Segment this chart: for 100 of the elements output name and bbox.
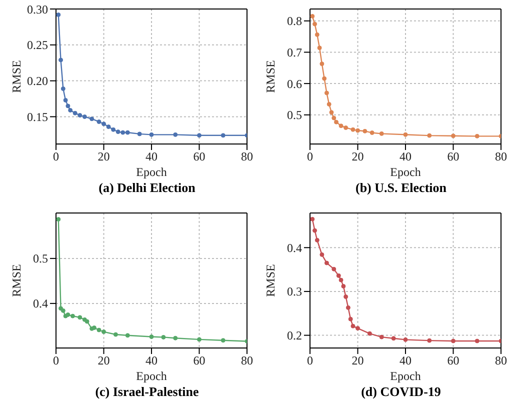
point — [350, 127, 356, 132]
x-tick-label: 0 — [307, 354, 313, 368]
point — [220, 338, 226, 343]
point — [72, 110, 78, 116]
point — [338, 278, 344, 282]
text: (b) U.S. Election — [354, 180, 448, 196]
text: (c) Israel-Palestine — [94, 384, 200, 400]
x-tick-label: 60 — [447, 354, 460, 368]
point — [66, 312, 70, 317]
x-tick-label: 0 — [53, 354, 59, 368]
point — [56, 217, 61, 222]
x-tick-label: 80 — [495, 354, 507, 368]
y-tick-label: 0.4 — [287, 240, 302, 255]
point — [474, 134, 480, 138]
point — [344, 125, 348, 130]
point — [403, 132, 408, 137]
point — [116, 130, 120, 134]
point — [56, 12, 61, 17]
point — [60, 86, 66, 91]
point — [312, 228, 318, 233]
y-tick-label: 0.20 — [27, 74, 48, 88]
point — [137, 132, 142, 136]
y-axis-title: RMSE — [263, 264, 278, 297]
x-tick-label: 40 — [400, 150, 412, 164]
point — [326, 102, 332, 106]
x-tick-label: 0 — [53, 150, 59, 164]
y-axis-title: RMSE — [9, 264, 24, 297]
point — [451, 134, 456, 138]
point — [63, 98, 68, 102]
point — [317, 46, 322, 50]
x-axis-title: Epoch — [390, 369, 421, 383]
point — [58, 58, 64, 62]
point — [197, 337, 202, 342]
x-tick-label: 60 — [193, 150, 206, 164]
x-tick-label: 80 — [241, 150, 253, 164]
point — [320, 252, 324, 257]
point — [379, 131, 384, 136]
point — [451, 338, 456, 344]
y-tick-label: 0.2 — [287, 328, 302, 343]
x-tick-label: 40 — [146, 150, 158, 164]
point — [348, 316, 353, 322]
point — [70, 314, 75, 318]
point — [322, 76, 327, 81]
point — [161, 334, 166, 340]
point — [350, 324, 356, 328]
point — [102, 122, 106, 126]
y-tick-label: 0.3 — [287, 284, 302, 299]
text: (d) COVID-19 — [360, 384, 442, 400]
point — [332, 266, 336, 272]
y-tick-label: 0.6 — [287, 76, 302, 91]
x-axis-title: Epoch — [136, 369, 167, 383]
x-tick-label: 40 — [400, 354, 412, 368]
x-tick-label: 20 — [352, 354, 364, 368]
point — [314, 32, 320, 37]
point — [344, 294, 348, 299]
point — [113, 332, 118, 337]
point — [320, 62, 324, 66]
point — [356, 128, 360, 133]
y-axis-title: RMSE — [9, 60, 24, 93]
point — [173, 336, 178, 340]
point — [427, 133, 432, 138]
y-tick-label: 0.30 — [27, 2, 48, 16]
point — [312, 22, 318, 26]
point — [78, 315, 82, 320]
point — [310, 14, 315, 18]
point — [336, 273, 341, 278]
point — [324, 90, 329, 96]
point — [82, 114, 87, 119]
x-tick-label: 0 — [307, 150, 313, 164]
point — [341, 284, 346, 288]
point — [125, 333, 130, 338]
x-tick-label: 60 — [193, 354, 206, 368]
point — [324, 260, 329, 266]
y-tick-label: 0.5 — [287, 108, 302, 122]
point — [102, 330, 106, 334]
y-tick-label: 0.25 — [27, 38, 48, 52]
x-axis-title: Epoch — [390, 165, 421, 179]
point — [68, 108, 73, 112]
y-tick-label: 0.5 — [33, 252, 48, 266]
point — [66, 104, 70, 108]
point — [356, 326, 360, 331]
y-tick-label: 0.8 — [287, 14, 302, 28]
point — [370, 130, 374, 135]
x-tick-label: 20 — [352, 150, 364, 164]
point — [403, 337, 408, 342]
y-tick-label: 0.4 — [33, 296, 48, 311]
point — [96, 119, 102, 124]
point — [96, 328, 102, 332]
point — [334, 120, 339, 124]
point — [379, 334, 384, 340]
point — [125, 130, 130, 135]
point — [329, 110, 334, 115]
y-axis-title: RMSE — [263, 60, 278, 93]
x-tick-label: 40 — [146, 354, 158, 368]
point — [346, 305, 350, 310]
point — [362, 128, 368, 134]
point — [149, 132, 154, 137]
point — [332, 116, 336, 120]
point — [338, 124, 344, 128]
x-tick-label: 80 — [241, 354, 253, 368]
